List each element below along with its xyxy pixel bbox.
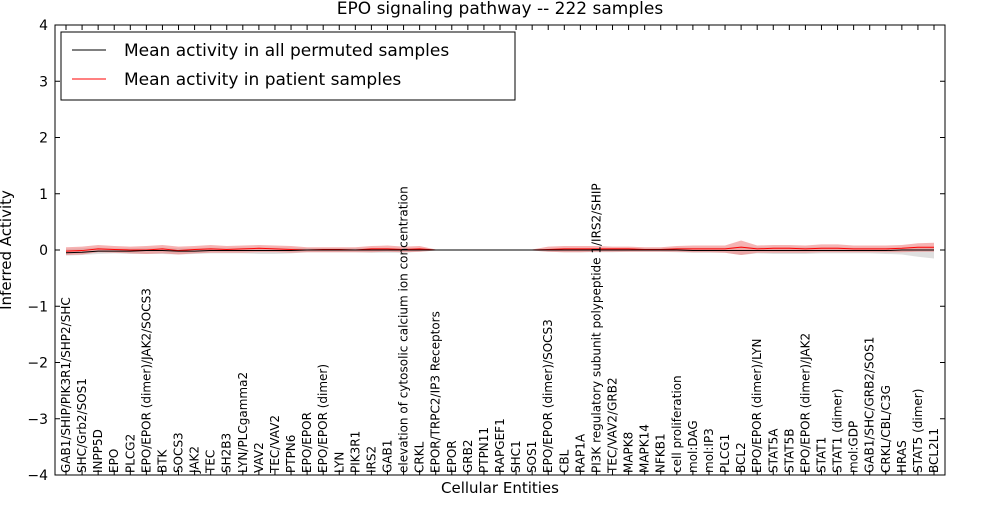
x-axis-label: Cellular Entities <box>441 479 559 497</box>
x-tick-label: MAPK14 <box>638 424 652 473</box>
x-tick-label: RAP1A <box>573 433 587 473</box>
x-tick-label: SHC/Grb2/SOS1 <box>75 378 89 473</box>
x-tick-label: STAT5 (dimer) <box>911 389 925 473</box>
y-tick-label: 0 <box>39 243 48 259</box>
x-tick-label: CRKL <box>413 441 427 473</box>
x-tick-label: PIK3R1 <box>348 431 362 473</box>
x-tick-label: GAB1/SHIP/PIK3R1/SHP2/SHC <box>59 297 73 473</box>
x-tick-label: TEC/VAV2/GRB2 <box>606 377 620 474</box>
x-tick-label: GAB1/SHC/GRB2/SOS1 <box>863 337 877 473</box>
legend-label: Mean activity in all permuted samples <box>124 41 449 61</box>
y-tick-label: −1 <box>27 299 48 315</box>
x-tick-label: JAK2 <box>188 446 202 474</box>
y-tick-label: 1 <box>39 187 48 203</box>
x-tick-label: STAT5B <box>782 429 796 474</box>
x-tick-label: PTPN11 <box>477 427 491 473</box>
y-tick-label: −2 <box>27 356 48 372</box>
permuted-mean-line <box>65 249 934 254</box>
x-tick-label: GAB1 <box>380 440 394 473</box>
x-tick-label: TEC <box>204 450 218 474</box>
patient-band <box>66 240 934 256</box>
x-tick-label: TEC/VAV2 <box>268 415 282 474</box>
legend: Mean activity in all permuted samples Mea… <box>60 31 516 101</box>
y-tick-label: −3 <box>27 412 48 428</box>
x-tick-label: elevation of cytosolic calcium ion conce… <box>397 186 411 473</box>
x-tick-label: SHC1 <box>509 440 523 473</box>
chart-title: EPO signaling pathway -- 222 samples <box>337 0 664 19</box>
x-tick-label: STAT1 <box>814 437 828 473</box>
x-tick-label: INPP5D <box>91 429 105 473</box>
x-tick-label: SOCS3 <box>172 432 186 473</box>
y-tick-label: 4 <box>39 18 48 34</box>
x-tick-label: STAT5A <box>766 428 780 473</box>
x-tick-label: EPO <box>107 449 121 473</box>
x-tick-label: mol:DAG <box>686 420 700 473</box>
x-tick-label: EPO/EPOR (dimer) <box>316 364 330 473</box>
x-tick-label: PLCG1 <box>718 434 732 473</box>
x-tick-label: BCL2L1 <box>927 428 941 473</box>
x-tick-label: EPO/EPOR (dimer)/JAK2/SOCS3 <box>139 288 153 473</box>
x-tick-label: NFKB1 <box>654 433 668 473</box>
x-tick-label: EPO/EPOR (dimer)/LYN <box>750 339 764 473</box>
x-tick-label: SH2B3 <box>220 433 234 473</box>
y-tick-label: 3 <box>39 74 48 90</box>
x-tick-label: EPOR/TRPC2/IP3 Receptors <box>429 311 443 473</box>
x-tick-label: GRB2 <box>461 439 475 473</box>
x-tick-label: EPO/EPOR <box>300 412 314 473</box>
x-tick-label: STAT1 (dimer) <box>831 389 845 473</box>
x-tick-label: LYN <box>332 452 346 473</box>
x-tick-label: PI3K regulatory subunit polypeptide 1/IR… <box>589 183 603 473</box>
x-tick-label: mol:IP3 <box>702 428 716 473</box>
x-tick-label: EPO/EPOR (dimer)/JAK2 <box>798 333 812 473</box>
x-tick-label: VAV2 <box>252 442 266 473</box>
x-tick-label: EPO/EPOR (dimer)/SOCS3 <box>541 319 555 473</box>
x-tick-label: PTPN6 <box>284 435 298 473</box>
x-tick-label: SOS1 <box>525 441 539 473</box>
x-tick-label: EPOR <box>445 440 459 473</box>
x-tick-label: IRS2 <box>364 446 378 473</box>
x-tick-label: mol:GDP <box>847 421 861 473</box>
x-tick-label: CBL <box>557 449 571 473</box>
x-tick-label: RAPGEF1 <box>493 418 507 473</box>
x-tick-label: BTK <box>155 448 169 473</box>
x-tick-label: HRAS <box>895 440 909 473</box>
x-tick-label: CRKL/CBL/C3G <box>879 385 893 473</box>
x-tick-label: cell proliferation <box>670 375 684 473</box>
x-tick-label: LYN/PLCgamma2 <box>236 372 250 473</box>
y-tick-label: −4 <box>27 468 48 484</box>
legend-box <box>60 31 516 101</box>
legend-label: Mean activity in patient samples <box>124 70 401 90</box>
x-tick-label: BCL2 <box>734 442 748 473</box>
x-tick-label: PLCG2 <box>123 434 137 473</box>
y-axis-label: Inferred Activity <box>0 190 15 310</box>
y-tick-label: 2 <box>39 131 48 147</box>
x-tick-label: MAPK8 <box>622 432 636 473</box>
